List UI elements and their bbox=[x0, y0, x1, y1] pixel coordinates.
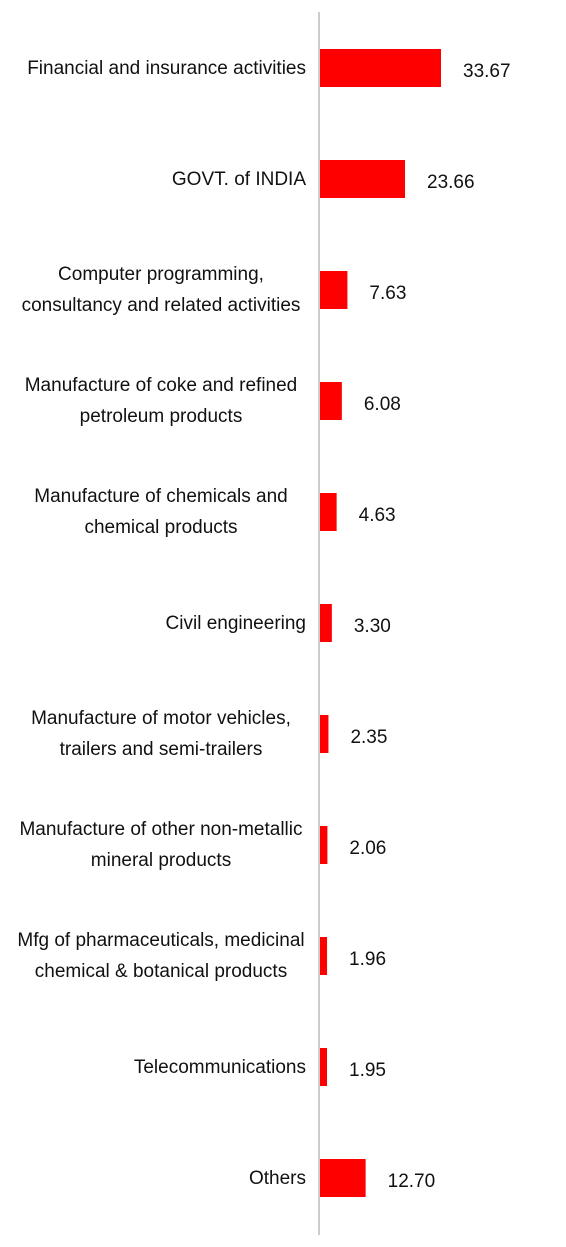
value-label: 7.63 bbox=[369, 283, 407, 304]
bar bbox=[320, 1159, 366, 1197]
category-label: Manufacture of other non-metallic minera… bbox=[19, 819, 303, 871]
category-label-box: Computer programming, consultancy and re… bbox=[8, 240, 306, 340]
bar bbox=[320, 493, 337, 531]
bar bbox=[320, 1048, 328, 1086]
value-label: 6.08 bbox=[363, 394, 401, 415]
category-label: Mfg of pharmaceuticals, medicinal chemic… bbox=[17, 930, 305, 982]
category-label-box: Mfg of pharmaceuticals, medicinal chemic… bbox=[8, 906, 306, 1006]
value-label: 23.66 bbox=[427, 172, 475, 193]
value-label: 1.96 bbox=[349, 949, 387, 970]
category-label-box: Manufacture of chemicals and chemical pr… bbox=[8, 462, 306, 562]
category-label-box: Telecommunications bbox=[8, 1017, 306, 1117]
bar bbox=[320, 49, 441, 87]
category-label: Manufacture of coke and refined petroleu… bbox=[24, 375, 298, 427]
bar bbox=[320, 715, 329, 753]
value-label: 3.30 bbox=[353, 616, 391, 637]
value-label: 33.67 bbox=[463, 61, 511, 82]
category-label: Civil engineering bbox=[165, 612, 306, 634]
value-label: 2.06 bbox=[349, 838, 387, 859]
category-label: Others bbox=[248, 1167, 306, 1189]
category-label: Manufacture of chemicals and chemical pr… bbox=[34, 486, 288, 538]
value-label: 1.95 bbox=[349, 1060, 386, 1081]
category-label: GOVT. of INDIA bbox=[171, 168, 306, 190]
category-label-box: GOVT. of INDIA bbox=[8, 129, 306, 229]
category-label-box: Civil engineering bbox=[8, 573, 306, 673]
category-label-box: Manufacture of motor vehicles, trailers … bbox=[8, 684, 306, 784]
bar bbox=[320, 382, 342, 420]
value-label: 2.35 bbox=[350, 727, 388, 748]
bar bbox=[320, 160, 406, 198]
category-label-box: Manufacture of other non-metallic minera… bbox=[8, 795, 306, 895]
category-label-box: Others bbox=[8, 1128, 306, 1228]
category-label: Computer programming, consultancy and re… bbox=[21, 264, 301, 316]
bar bbox=[320, 271, 348, 309]
category-label-box: Manufacture of coke and refined petroleu… bbox=[8, 351, 306, 451]
category-label: Financial and insurance activities bbox=[27, 57, 306, 79]
category-label-box: Financial and insurance activities bbox=[8, 18, 306, 118]
bar bbox=[320, 826, 328, 864]
value-label: 4.63 bbox=[358, 505, 396, 526]
bar bbox=[320, 604, 332, 642]
bar bbox=[320, 937, 328, 975]
category-label: Telecommunications bbox=[133, 1056, 306, 1078]
value-label: 12.70 bbox=[387, 1171, 436, 1192]
category-label: Manufacture of motor vehicles, trailers … bbox=[31, 708, 291, 760]
